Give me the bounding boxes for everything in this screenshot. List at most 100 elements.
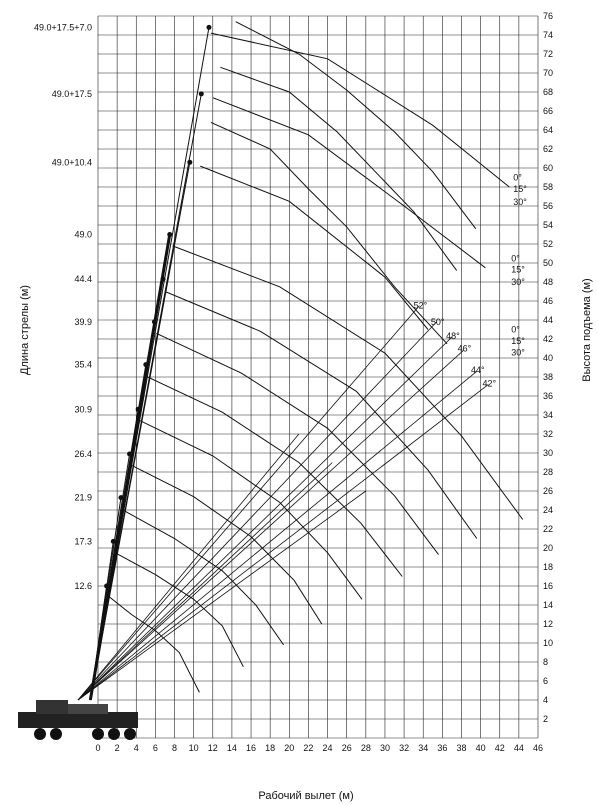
y-tick-label: 52	[543, 239, 553, 249]
y-tick-label: 34	[543, 410, 553, 420]
boom-angle-label: 42°	[483, 379, 497, 389]
truck-wheel	[50, 728, 62, 740]
truck-wheel	[92, 728, 104, 740]
boom-length-label: 44.4	[74, 274, 92, 284]
boom-length-label: 30.9	[74, 404, 92, 414]
x-tick-label: 32	[399, 743, 409, 753]
y-tick-label: 28	[543, 467, 553, 477]
lift-curve	[139, 420, 363, 600]
y-tick-label: 30	[543, 448, 553, 458]
x-tick-label: 26	[342, 743, 352, 753]
x-tick-label: 28	[361, 743, 371, 753]
y-tick-label: 32	[543, 429, 553, 439]
y-tick-label: 10	[543, 638, 553, 648]
y-tick-label: 60	[543, 163, 553, 173]
y-tick-label: 64	[543, 125, 553, 135]
y-tick-label: 56	[543, 201, 553, 211]
x-tick-label: 46	[533, 743, 543, 753]
x-tick-label: 16	[246, 743, 256, 753]
truck-wheel	[108, 728, 120, 740]
boom-length-label: 49.0+10.4	[52, 157, 92, 167]
boom-angle-rays	[77, 305, 489, 701]
y-tick-label: 44	[543, 315, 553, 325]
crane-truck	[18, 700, 138, 740]
y-axis-right-label: Высота подъема (м)	[581, 278, 593, 381]
y-tick-label: 46	[543, 296, 553, 306]
lift-curve	[107, 595, 200, 693]
y-axis-left-label: Длина стрелы (м)	[19, 285, 31, 375]
boom-length-label: 21.9	[74, 493, 92, 503]
lift-height-curves	[107, 21, 524, 693]
jib-offset-label: 30°	[511, 347, 525, 357]
chart-labels: 12.6 17.3 21.9 26.4 30.9 35.4 39.9 44.4 49.0 49.0…	[34, 22, 527, 591]
y-tick-label: 68	[543, 87, 553, 97]
x-tick-label: 38	[456, 743, 466, 753]
y-tick-label: 40	[543, 353, 553, 363]
angle-ray	[77, 370, 478, 701]
lift-curve	[114, 552, 244, 668]
boom-angle-label: 46°	[458, 343, 472, 353]
axis-ticks: 0 2 4 6 8 10 12 14 16 18 20 22 24 26 28 30 32 34 36 38 40 42 4…	[95, 11, 553, 753]
y-tick-label: 18	[543, 562, 553, 572]
x-tick-label: 14	[227, 743, 237, 753]
x-tick-label: 34	[418, 743, 428, 753]
boom-length-label: 17.3	[74, 536, 92, 546]
boom-length-label: 39.9	[74, 317, 92, 327]
jib-offset-label: 15°	[511, 336, 525, 346]
x-tick-label: 44	[514, 743, 524, 753]
angle-ray	[77, 462, 333, 701]
y-tick-label: 36	[543, 391, 553, 401]
lift-curve	[210, 121, 448, 345]
y-tick-label: 42	[543, 334, 553, 344]
jib-offset-label: 30°	[513, 197, 527, 207]
y-tick-label: 66	[543, 106, 553, 116]
y-tick-label: 48	[543, 277, 553, 287]
lift-curve	[122, 509, 285, 646]
jib-offset-label: 0°	[511, 253, 520, 263]
jib-offset-label: 15°	[511, 265, 525, 275]
y-tick-label: 70	[543, 68, 553, 78]
angle-ray	[77, 384, 489, 701]
truck-cab	[36, 700, 68, 714]
jib-offset-label: 15°	[513, 184, 527, 194]
truck-superstructure	[68, 704, 108, 714]
x-tick-label: 30	[380, 743, 390, 753]
boom-length-label: 35.4	[74, 360, 92, 370]
angle-ray	[77, 433, 300, 701]
y-tick-label: 54	[543, 220, 553, 230]
lift-curve	[164, 291, 478, 539]
y-tick-label: 8	[543, 657, 548, 667]
lift-curve	[200, 165, 429, 330]
y-tick-label: 38	[543, 372, 553, 382]
lift-curve	[172, 245, 524, 520]
lift-curve	[212, 97, 486, 269]
lift-curve	[210, 32, 510, 188]
x-tick-label: 6	[153, 743, 158, 753]
x-tick-label: 2	[115, 743, 120, 753]
lift-curve	[156, 332, 439, 555]
x-tick-label: 10	[189, 743, 199, 753]
y-tick-label: 72	[543, 49, 553, 59]
lift-curve	[220, 66, 458, 271]
y-tick-label: 22	[543, 524, 553, 534]
lift-curve	[131, 464, 323, 625]
boom-angle-label: 50°	[431, 317, 445, 327]
y-tick-label: 6	[543, 676, 548, 686]
truck-wheel	[124, 728, 136, 740]
y-tick-label: 4	[543, 695, 548, 705]
boom-tip	[198, 91, 204, 97]
x-tick-label: 40	[476, 743, 486, 753]
y-tick-label: 16	[543, 581, 553, 591]
jib-offset-label: 30°	[511, 277, 525, 287]
boom-tip	[206, 24, 212, 30]
angle-ray	[77, 350, 464, 701]
truck-wheel	[34, 728, 46, 740]
boom-angle-label: 48°	[446, 331, 460, 341]
angle-ray	[77, 321, 437, 701]
angle-ray	[77, 490, 367, 701]
y-tick-label: 76	[543, 11, 553, 21]
x-tick-label: 22	[303, 743, 313, 753]
crane-boom	[88, 24, 212, 701]
x-tick-label: 12	[208, 743, 218, 753]
angle-ray	[77, 305, 420, 701]
